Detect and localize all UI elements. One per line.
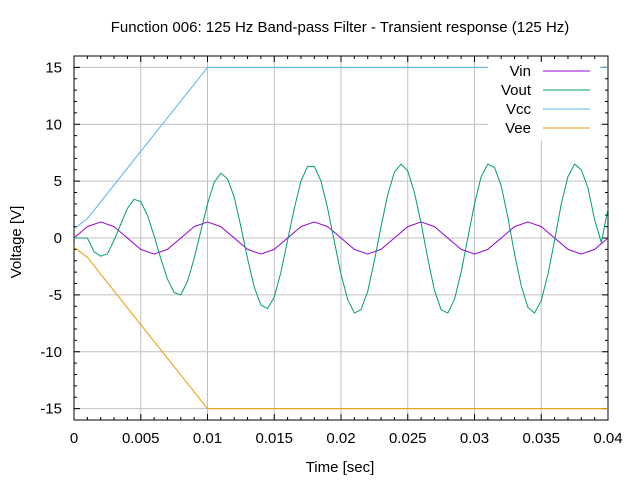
y-axis-label: Voltage [V] — [8, 206, 25, 279]
series-lines — [73, 66, 609, 410]
x-tick-label: 0.015 — [255, 430, 293, 447]
y-tick-label: -15 — [40, 401, 62, 418]
legend-label-vin: Vin — [510, 63, 531, 80]
legend-label-vee: Vee — [505, 120, 531, 137]
y-tick-label: 0 — [54, 230, 62, 247]
series-line-vee — [73, 246, 608, 410]
series-line-vin — [73, 221, 609, 255]
y-tick-label: -10 — [40, 344, 62, 361]
x-tick-label: 0.025 — [389, 430, 427, 447]
y-tick-label: 10 — [45, 116, 62, 133]
x-tick-label: 0.005 — [122, 430, 160, 447]
x-axis-label: Time [sec] — [306, 459, 375, 476]
x-tick-label: 0.035 — [522, 430, 560, 447]
y-tick-label: -5 — [49, 287, 62, 304]
legend: Vin Vout Vcc Vee — [488, 62, 600, 140]
chart-title: Function 006: 125 Hz Band-pass Filter - … — [111, 19, 570, 36]
x-tick-label: 0 — [70, 430, 78, 447]
y-tick-label: 5 — [54, 173, 62, 190]
x-tick-label: 0.01 — [193, 430, 222, 447]
legend-label-vcc: Vcc — [506, 101, 532, 118]
series-line-vcc — [73, 66, 608, 230]
y-tick-label: 15 — [45, 59, 62, 76]
x-tick-label: 0.03 — [460, 430, 489, 447]
legend-label-vout: Vout — [501, 82, 532, 99]
legend-background — [488, 62, 600, 140]
series-line-vout — [74, 163, 609, 314]
x-tick-label: 0.04 — [593, 430, 622, 447]
x-tick-label: 0.02 — [326, 430, 355, 447]
axis-ticks: 0 0.005 0.01 0.015 0.02 0.025 0.03 0.035 0.04 -15… — [40, 55, 623, 447]
